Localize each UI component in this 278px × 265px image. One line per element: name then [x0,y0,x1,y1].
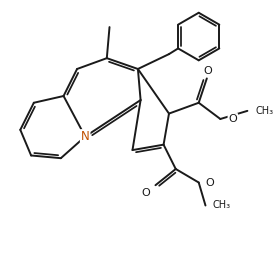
Text: N: N [81,130,90,143]
Text: CH₃: CH₃ [212,201,230,210]
Text: O: O [205,178,214,188]
Text: CH₃: CH₃ [255,106,274,116]
Text: O: O [229,114,237,124]
Text: O: O [204,66,213,76]
Text: O: O [141,188,150,198]
